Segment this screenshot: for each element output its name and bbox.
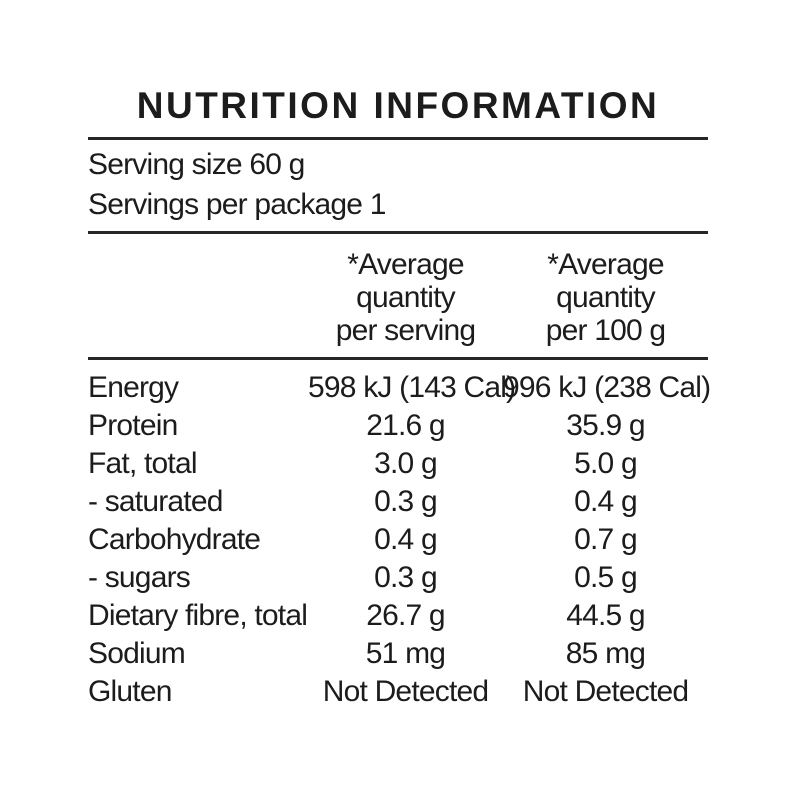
value-per-serving: 0.4 g [374,523,438,556]
value-per-100g: 0.5 g [574,561,638,594]
header-line: *Average [347,248,464,281]
header-line: per serving [335,314,476,347]
serving-info: Serving size 60 g Servings per package 1 [88,140,708,231]
value-per-100g: 996 kJ (238 Cal) [503,371,711,404]
table-row-protein: Protein 21.6 g 35.9 g [88,407,708,445]
servings-per-package-text: Servings per package 1 [88,188,386,221]
nutrient-label: Sodium [88,637,186,670]
divider-top [88,137,708,140]
table-row-saturated: - saturated 0.3 g 0.4 g [88,483,708,521]
header-line: quantity [556,281,655,314]
nutrient-label: - saturated [88,485,223,518]
column-header-per-serving: *Average quantity per serving [308,248,503,347]
value-per-serving: 598 kJ (143 Cal) [308,371,516,404]
header-line: per 100 g [545,314,666,347]
nutrient-label: - sugars [88,561,191,594]
serving-size-text: Serving size 60 g [88,148,305,181]
page-title: NUTRITION INFORMATION [136,85,660,126]
table-row-carbohydrate: Carbohydrate 0.4 g 0.7 g [88,521,708,559]
value-per-100g: 0.4 g [574,485,638,518]
value-per-100g: 85 mg [565,637,646,670]
table-row-dietary-fibre: Dietary fibre, total 26.7 g 44.5 g [88,597,708,635]
nutrient-label: Energy [88,371,179,404]
value-per-100g: 44.5 g [566,599,645,632]
table-row-sodium: Sodium 51 mg 85 mg [88,635,708,673]
value-per-serving: 0.3 g [374,561,438,594]
nutrient-label: Fat, total [88,447,198,480]
value-per-serving: 3.0 g [374,447,438,480]
value-per-100g: Not Detected [522,675,689,708]
nutrient-label: Carbohydrate [88,523,261,556]
nutrition-label: NUTRITION INFORMATION Serving size 60 g … [88,85,711,717]
table-row-sugars: - sugars 0.3 g 0.5 g [88,559,708,597]
value-per-100g: 5.0 g [574,447,638,480]
divider-header [88,357,708,360]
header-spacer [88,248,308,347]
value-per-100g: 35.9 g [566,409,645,442]
value-per-serving: 26.7 g [366,599,445,632]
divider-serving [88,231,708,234]
nutrient-table: Energy 598 kJ (143 Cal) 996 kJ (238 Cal)… [88,360,711,717]
table-row-energy: Energy 598 kJ (143 Cal) 996 kJ (238 Cal) [88,369,711,407]
value-per-serving: 21.6 g [366,409,445,442]
value-per-100g: 0.7 g [574,523,638,556]
value-per-serving: 0.3 g [374,485,438,518]
column-header-per-100g: *Average quantity per 100 g [503,248,708,347]
nutrient-label: Protein [88,409,178,442]
header-line: *Average [547,248,664,281]
table-row-fat-total: Fat, total 3.0 g 5.0 g [88,445,708,483]
nutrient-label: Dietary fibre, total [88,599,308,632]
nutrient-label: Gluten [88,675,172,708]
header-line: quantity [356,281,455,314]
value-per-serving: Not Detected [322,675,489,708]
column-headers: *Average quantity per serving *Average q… [88,234,708,357]
value-per-serving: 51 mg [365,637,446,670]
table-row-gluten: Gluten Not Detected Not Detected [88,673,708,711]
